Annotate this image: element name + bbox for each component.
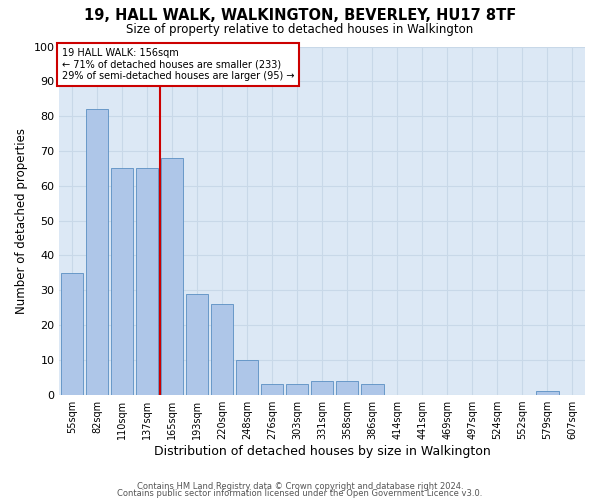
Text: 19 HALL WALK: 156sqm
← 71% of detached houses are smaller (233)
29% of semi-deta: 19 HALL WALK: 156sqm ← 71% of detached h… xyxy=(62,48,295,82)
Text: Contains HM Land Registry data © Crown copyright and database right 2024.: Contains HM Land Registry data © Crown c… xyxy=(137,482,463,491)
Bar xyxy=(161,158,184,394)
Y-axis label: Number of detached properties: Number of detached properties xyxy=(15,128,28,314)
Text: Size of property relative to detached houses in Walkington: Size of property relative to detached ho… xyxy=(127,22,473,36)
Text: Contains public sector information licensed under the Open Government Licence v3: Contains public sector information licen… xyxy=(118,489,482,498)
Bar xyxy=(311,380,334,394)
Bar xyxy=(136,168,158,394)
Bar xyxy=(361,384,383,394)
X-axis label: Distribution of detached houses by size in Walkington: Distribution of detached houses by size … xyxy=(154,444,491,458)
Bar xyxy=(211,304,233,394)
Bar xyxy=(261,384,283,394)
Bar xyxy=(86,109,108,395)
Bar xyxy=(111,168,133,394)
Bar xyxy=(186,294,208,394)
Bar xyxy=(336,380,358,394)
Bar xyxy=(286,384,308,394)
Bar xyxy=(536,391,559,394)
Bar xyxy=(236,360,259,394)
Bar xyxy=(61,273,83,394)
Text: 19, HALL WALK, WALKINGTON, BEVERLEY, HU17 8TF: 19, HALL WALK, WALKINGTON, BEVERLEY, HU1… xyxy=(84,8,516,22)
